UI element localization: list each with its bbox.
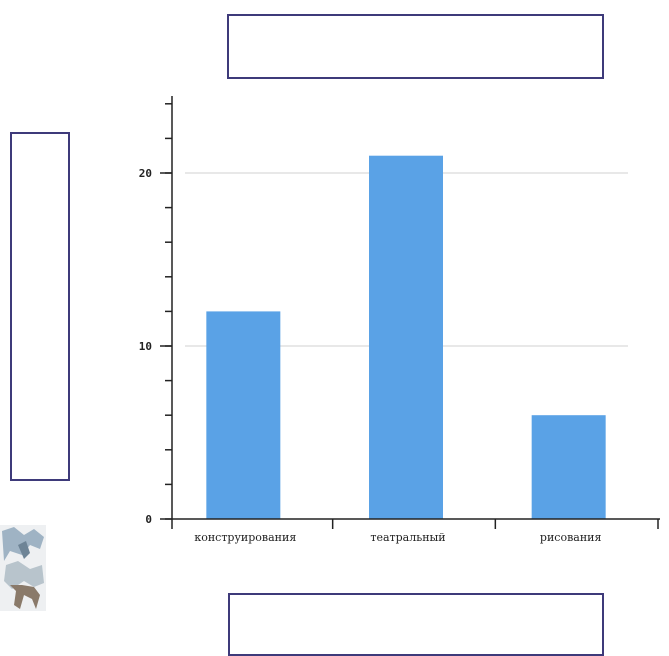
axes [160, 96, 660, 529]
bar-1 [206, 311, 281, 519]
chart-title-box [227, 14, 604, 79]
x-tick-label: конструирования [194, 531, 296, 544]
x-axis-label-box [228, 593, 604, 656]
y-axis-label-box [10, 132, 70, 481]
x-tick-label: театральный [370, 531, 445, 544]
bar-2 [369, 155, 443, 519]
y-tick-label: 10 [139, 340, 152, 353]
photo-thumbnail [0, 525, 46, 611]
y-tick-label: 20 [139, 167, 152, 180]
bar-3 [531, 415, 606, 519]
bars [206, 155, 606, 519]
axis-labels: 0 10 20 конструирования театральный рисования [139, 167, 602, 544]
y-tick-label: 0 [145, 513, 152, 526]
x-tick-label: рисования [540, 531, 602, 544]
